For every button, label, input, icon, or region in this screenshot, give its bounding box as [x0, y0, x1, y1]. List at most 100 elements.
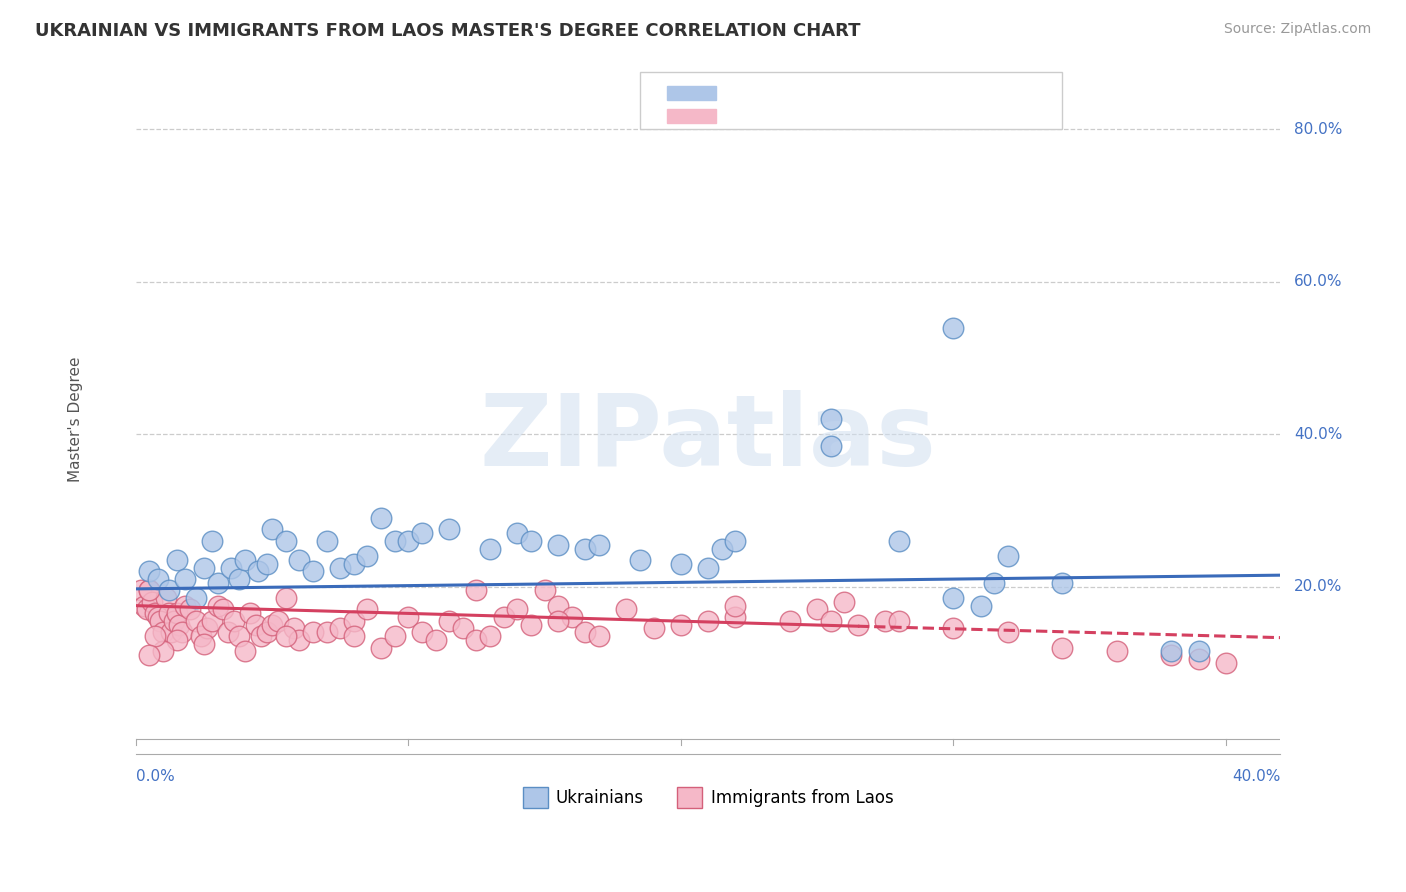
- Point: [384, 533, 406, 548]
- Point: [179, 602, 201, 616]
- Point: [724, 610, 747, 624]
- Point: [274, 629, 297, 643]
- Point: [169, 617, 191, 632]
- Point: [437, 523, 460, 537]
- Point: [138, 648, 160, 662]
- Point: [193, 560, 215, 574]
- Point: [190, 629, 212, 643]
- Point: [561, 610, 583, 624]
- Text: Master's Degree: Master's Degree: [69, 356, 83, 482]
- Point: [262, 617, 284, 632]
- Point: [166, 553, 188, 567]
- Point: [997, 549, 1019, 563]
- Point: [834, 595, 856, 609]
- Point: [343, 614, 366, 628]
- Point: [588, 629, 610, 643]
- Point: [384, 629, 406, 643]
- FancyBboxPatch shape: [640, 72, 1063, 129]
- Point: [942, 591, 965, 605]
- Point: [329, 560, 352, 574]
- Point: [129, 583, 152, 598]
- Point: [315, 625, 337, 640]
- Point: [149, 614, 172, 628]
- Point: [628, 553, 651, 567]
- Point: [983, 575, 1005, 590]
- Point: [132, 599, 155, 613]
- Point: [157, 607, 180, 621]
- Point: [160, 625, 183, 640]
- Point: [228, 572, 250, 586]
- Point: [201, 614, 224, 628]
- Point: [212, 602, 235, 616]
- Point: [356, 602, 378, 616]
- Text: R = 0.083   N = 49: R = 0.083 N = 49: [738, 86, 883, 101]
- Point: [157, 583, 180, 598]
- Point: [141, 595, 163, 609]
- Point: [1215, 656, 1237, 670]
- Point: [163, 614, 186, 628]
- Point: [195, 622, 218, 636]
- Text: UKRAINIAN VS IMMIGRANTS FROM LAOS MASTER'S DEGREE CORRELATION CHART: UKRAINIAN VS IMMIGRANTS FROM LAOS MASTER…: [35, 22, 860, 40]
- Point: [574, 541, 596, 556]
- Point: [846, 617, 869, 632]
- Point: [588, 538, 610, 552]
- Point: [547, 538, 569, 552]
- Point: [370, 640, 392, 655]
- Point: [152, 625, 174, 640]
- Point: [207, 599, 229, 613]
- Point: [887, 614, 910, 628]
- Point: [166, 607, 188, 621]
- Point: [942, 320, 965, 334]
- Point: [315, 533, 337, 548]
- Point: [547, 599, 569, 613]
- Point: [302, 625, 325, 640]
- Text: 20.0%: 20.0%: [1294, 579, 1343, 594]
- Point: [533, 583, 555, 598]
- Point: [820, 439, 842, 453]
- Point: [250, 629, 273, 643]
- Text: 80.0%: 80.0%: [1294, 122, 1343, 137]
- Point: [343, 557, 366, 571]
- Bar: [668, 86, 716, 100]
- Point: [138, 565, 160, 579]
- Point: [329, 622, 352, 636]
- Point: [1105, 644, 1128, 658]
- Bar: [668, 109, 716, 122]
- Point: [547, 614, 569, 628]
- Point: [820, 614, 842, 628]
- Point: [370, 511, 392, 525]
- Point: [288, 632, 311, 647]
- Point: [245, 617, 267, 632]
- Point: [506, 526, 529, 541]
- Point: [520, 533, 543, 548]
- Point: [302, 565, 325, 579]
- Point: [146, 610, 169, 624]
- Point: [266, 614, 288, 628]
- Point: [969, 599, 991, 613]
- Point: [343, 629, 366, 643]
- Point: [520, 617, 543, 632]
- Point: [239, 607, 262, 621]
- Point: [135, 602, 157, 616]
- Point: [465, 583, 488, 598]
- Point: [228, 629, 250, 643]
- Point: [274, 591, 297, 605]
- Point: [283, 622, 305, 636]
- Point: [152, 644, 174, 658]
- Text: Source: ZipAtlas.com: Source: ZipAtlas.com: [1223, 22, 1371, 37]
- Point: [138, 583, 160, 598]
- Text: 0.0%: 0.0%: [136, 770, 174, 784]
- Point: [697, 560, 720, 574]
- Point: [173, 572, 195, 586]
- Point: [724, 533, 747, 548]
- Point: [233, 644, 256, 658]
- Point: [184, 614, 207, 628]
- Point: [492, 610, 515, 624]
- Point: [288, 553, 311, 567]
- Text: 60.0%: 60.0%: [1294, 275, 1343, 289]
- Point: [1187, 652, 1209, 666]
- Point: [184, 591, 207, 605]
- Point: [201, 533, 224, 548]
- Point: [820, 412, 842, 426]
- Point: [1052, 575, 1074, 590]
